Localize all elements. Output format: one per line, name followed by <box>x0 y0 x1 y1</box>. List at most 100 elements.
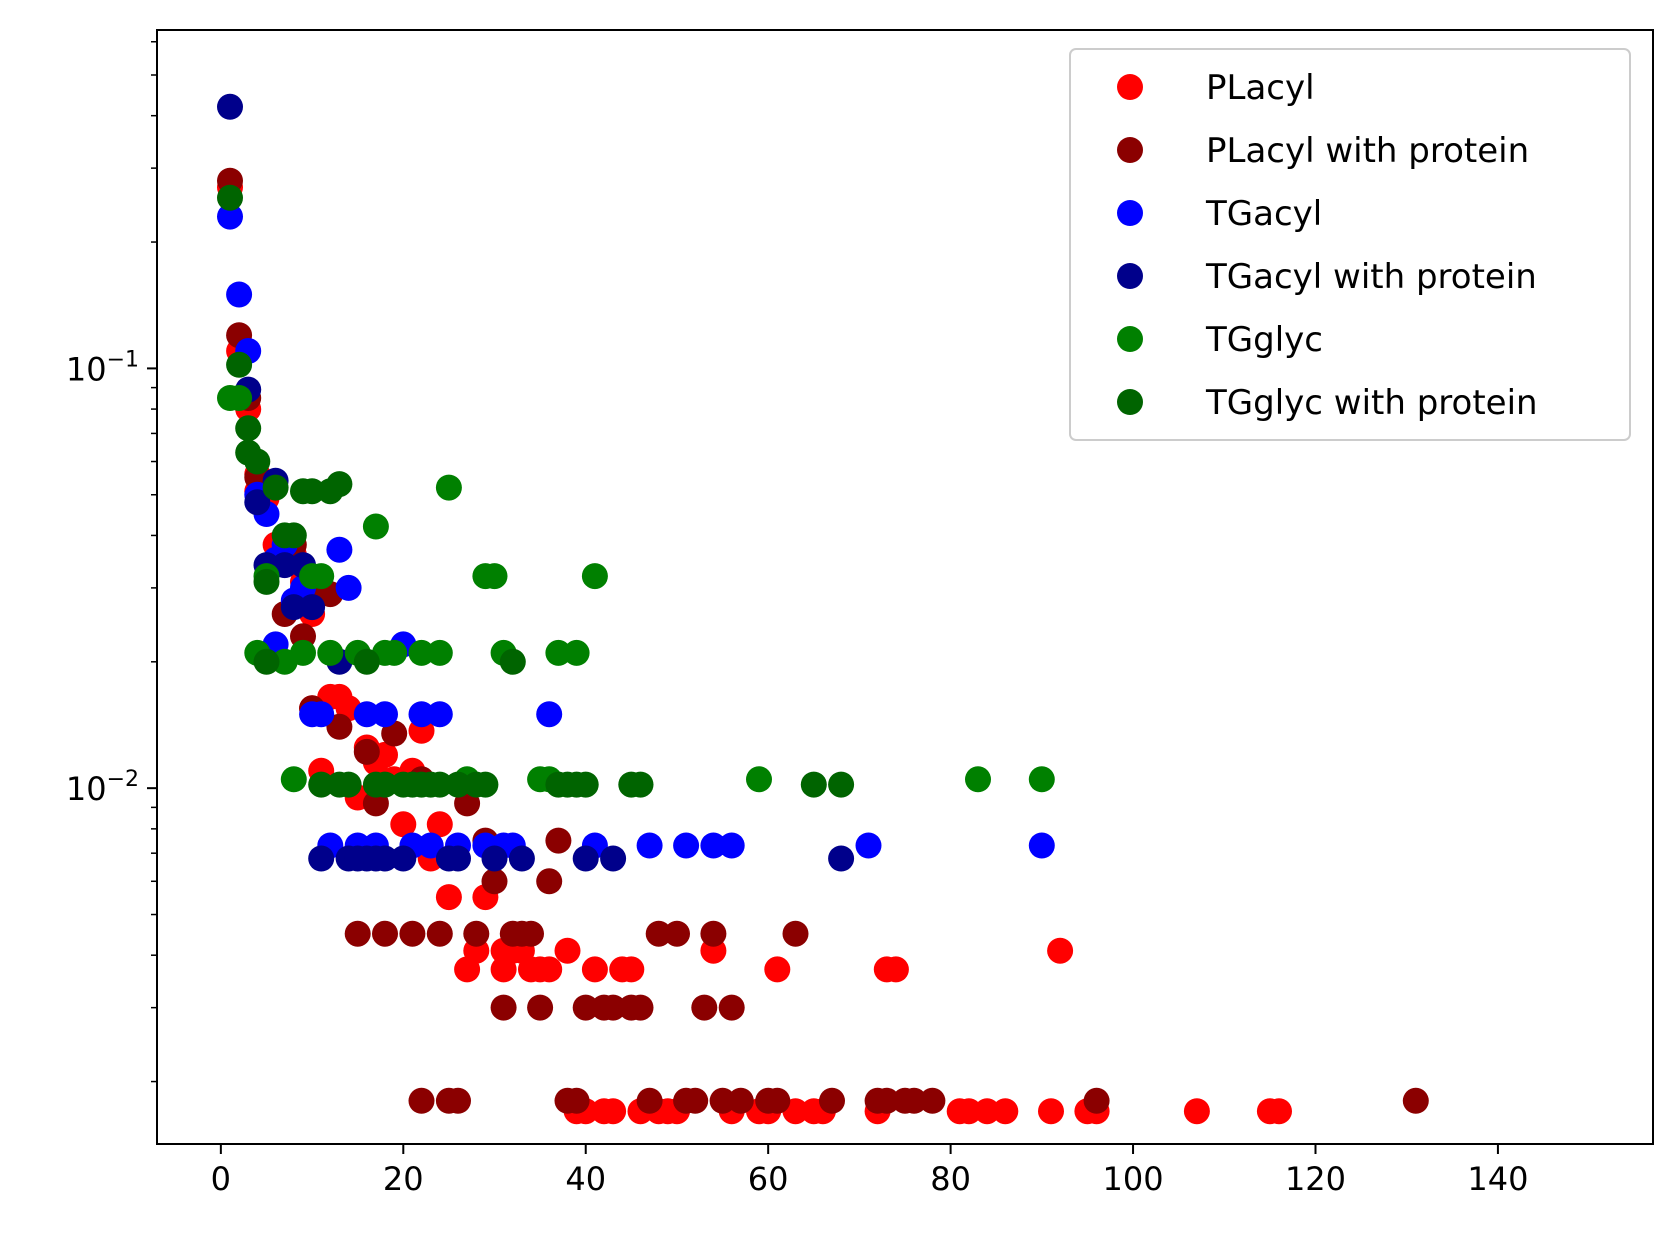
data-point <box>280 594 307 621</box>
legend-entry: TGacyl <box>1117 194 1322 234</box>
data-point <box>381 720 408 747</box>
data-point <box>536 956 563 983</box>
data-point <box>965 766 991 793</box>
data-point <box>435 884 462 911</box>
data-point <box>353 648 380 675</box>
data-point <box>335 574 362 601</box>
data-point <box>372 845 398 872</box>
data-point <box>746 766 772 793</box>
legend-label: TGglyc <box>1205 320 1323 360</box>
data-point <box>581 563 608 590</box>
data-point <box>627 771 654 798</box>
data-point <box>280 766 307 793</box>
data-point <box>353 738 380 765</box>
data-point <box>381 639 408 666</box>
data-point <box>691 994 718 1021</box>
y-tick-label: 10−1 <box>66 347 139 388</box>
data-point <box>445 845 471 872</box>
data-point <box>572 771 599 798</box>
data-point <box>673 832 700 859</box>
x-tick-label: 140 <box>1467 1160 1528 1198</box>
data-point <box>445 771 471 798</box>
data-point <box>1266 1098 1292 1125</box>
data-point <box>463 920 490 947</box>
data-point <box>326 536 353 563</box>
data-point <box>326 713 353 740</box>
data-point <box>308 845 335 872</box>
data-point <box>308 563 335 590</box>
data-point <box>563 639 590 666</box>
data-point <box>335 771 362 798</box>
data-point <box>326 471 353 498</box>
data-point <box>901 1087 928 1114</box>
data-point <box>253 648 280 675</box>
data-point <box>718 994 745 1021</box>
data-point <box>235 415 262 442</box>
data-point <box>1038 1098 1064 1125</box>
data-point <box>992 1098 1019 1125</box>
data-point <box>563 1087 590 1114</box>
data-point <box>490 994 517 1021</box>
legend-label: TGacyl <box>1205 194 1322 234</box>
data-point <box>700 920 727 947</box>
data-point <box>718 832 745 859</box>
data-point <box>372 701 398 728</box>
data-point <box>800 771 827 798</box>
data-point <box>362 513 389 540</box>
data-point <box>262 474 289 501</box>
plot-area-frame <box>156 29 1654 1145</box>
data-point <box>390 811 417 838</box>
legend-entry: TGglyc <box>1117 320 1323 360</box>
data-point <box>481 868 508 895</box>
data-point <box>664 920 690 947</box>
data-point <box>372 920 398 947</box>
data-point <box>727 1087 754 1114</box>
data-point <box>217 184 243 211</box>
data-point <box>572 994 599 1021</box>
data-point <box>426 639 453 666</box>
data-point <box>472 771 499 798</box>
data-point <box>955 1098 982 1125</box>
y-tick-label: 10−2 <box>66 767 139 808</box>
data-point <box>426 771 453 798</box>
data-point <box>600 1098 627 1125</box>
x-tick-label: 120 <box>1285 1160 1346 1198</box>
data-point <box>636 1087 663 1114</box>
legend-label: PLacyl with protein <box>1206 131 1529 171</box>
x-axis: 0 20 40 60 80 100 120 140 <box>211 1144 1528 1198</box>
data-point <box>873 1087 900 1114</box>
data-point <box>1183 1098 1210 1125</box>
data-point <box>499 648 526 675</box>
data-point <box>828 771 855 798</box>
data-point <box>253 568 280 595</box>
legend-entry: PLacyl with protein <box>1117 131 1529 171</box>
data-point <box>828 845 855 872</box>
legend-marker <box>1117 326 1143 352</box>
data-point <box>372 771 398 798</box>
data-point <box>600 994 627 1021</box>
x-tick-label: 80 <box>930 1160 971 1198</box>
data-point <box>1028 832 1055 859</box>
data-point <box>536 701 563 728</box>
data-point <box>1083 1087 1110 1114</box>
data-point <box>244 489 271 516</box>
data-point <box>545 827 572 854</box>
x-tick-label: 100 <box>1103 1160 1164 1198</box>
data-point <box>435 474 462 501</box>
data-point <box>390 845 417 872</box>
x-tick-label: 0 <box>211 1160 231 1198</box>
data-point <box>481 563 508 590</box>
data-point <box>782 920 809 947</box>
legend-entry: TGglyc with protein <box>1117 383 1538 423</box>
data-point <box>545 639 572 666</box>
data-point <box>426 811 453 838</box>
data-point <box>855 832 882 859</box>
data-point <box>299 594 326 621</box>
x-tick-label: 60 <box>748 1160 789 1198</box>
data-point <box>764 956 791 983</box>
data-point <box>317 639 344 666</box>
x-tick-label: 20 <box>383 1160 424 1198</box>
data-point <box>536 868 563 895</box>
data-point <box>308 701 335 728</box>
